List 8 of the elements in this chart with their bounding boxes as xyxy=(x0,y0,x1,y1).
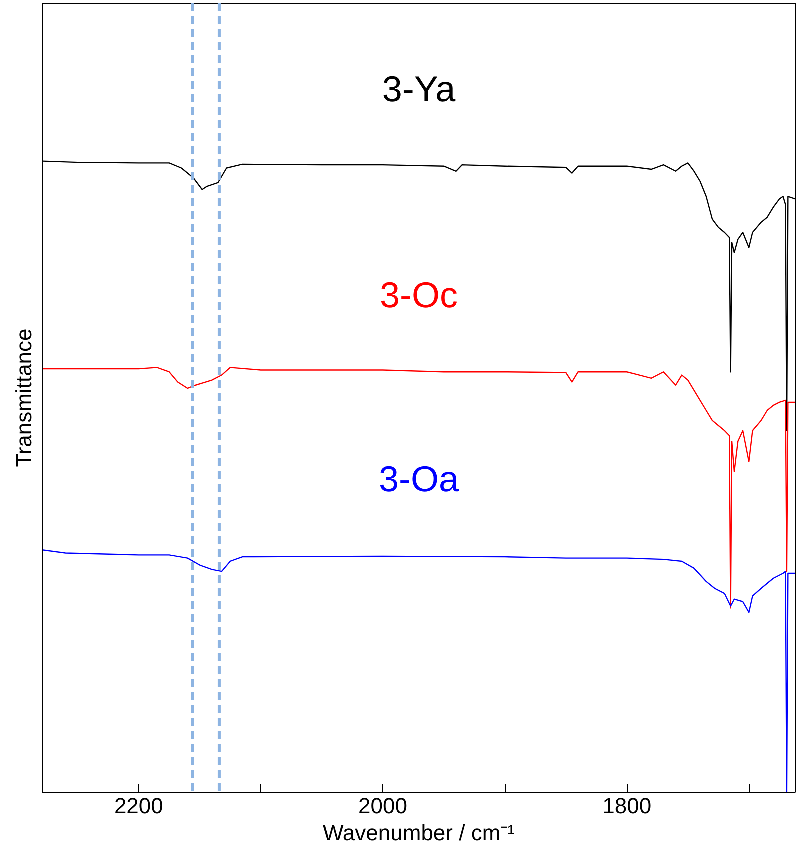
series-label: 3-Oa xyxy=(378,458,460,500)
x-axis-title: Wavenumber / cm⁻¹ xyxy=(323,820,516,846)
x-tick-label: 1800 xyxy=(602,794,652,818)
series-label: 3-Ya xyxy=(382,68,457,110)
y-axis-title: Transmittance xyxy=(12,328,36,468)
x-tick-label: 2200 xyxy=(114,794,164,818)
series-label: 3-Oc xyxy=(380,274,458,316)
x-tick-label: 2000 xyxy=(358,794,408,818)
